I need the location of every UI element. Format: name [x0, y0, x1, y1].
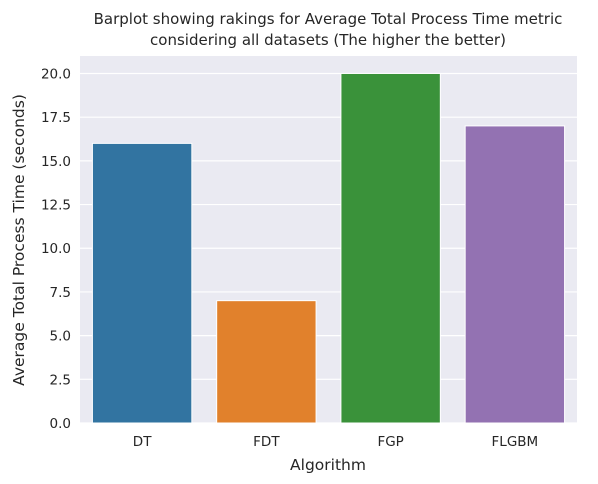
bar-fgp: [340, 72, 441, 424]
y-tick-labels: 0.0 2.5 5.0 7.5 10.0 12.5 15.0 17.5 20.0: [41, 66, 71, 432]
x-tick-label: DT: [133, 434, 152, 450]
y-tick-label: 2.5: [50, 372, 71, 388]
y-axis-label: Average Total Process Time (seconds): [10, 94, 28, 386]
x-tick-label: FLGBM: [492, 434, 539, 450]
y-tick-label: 12.5: [41, 198, 71, 214]
bar-dt: [91, 142, 193, 424]
y-tick-label: 10.0: [41, 241, 71, 257]
chart-title-line-1: Barplot showing rakings for Average Tota…: [94, 10, 563, 28]
y-tick-label: 15.0: [41, 154, 71, 170]
x-axis-label: Algorithm: [290, 456, 366, 474]
y-tick-label: 0.0: [50, 416, 71, 432]
bar-flgbm: [464, 125, 566, 424]
y-tick-label: 7.5: [50, 285, 71, 301]
x-tick-labels: DT FDT FGP FLGBM: [133, 434, 538, 450]
x-tick-label: FDT: [253, 434, 280, 450]
y-tick-label: 20.0: [41, 66, 71, 82]
y-tick-label: 5.0: [50, 329, 71, 345]
x-tick-label: FGP: [377, 434, 403, 450]
chart-title-line-2: considering all datasets (The higher the…: [150, 31, 506, 49]
bars: [91, 72, 566, 424]
bar-fdt: [216, 300, 317, 424]
y-tick-label: 17.5: [41, 110, 71, 126]
